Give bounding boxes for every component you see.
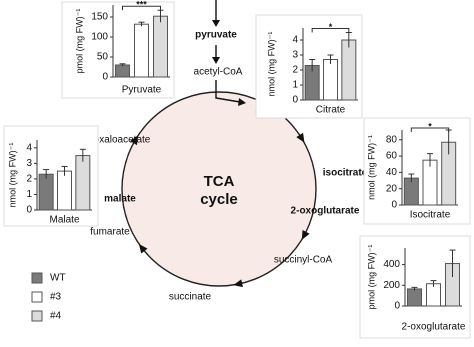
chart-title: 2-oxoglutarate — [402, 322, 466, 333]
y-tick-label: 0 — [102, 72, 108, 83]
significance-bracket — [311, 28, 350, 33]
bar — [341, 39, 357, 101]
y-tick-label: 0 — [394, 301, 400, 312]
significance-label: *** — [136, 0, 147, 10]
arrow — [215, 80, 241, 103]
significance-bracket — [122, 5, 161, 11]
y-tick-label: 400 — [383, 259, 400, 270]
y-tick-label: 80 — [386, 134, 398, 145]
metabolite-label: succinate — [169, 292, 212, 303]
bar — [323, 59, 338, 101]
arrowhead — [296, 132, 305, 143]
chart-title: Citrate — [316, 105, 346, 116]
y-axis-label: nmol (mg FW)⁻¹ — [7, 143, 17, 208]
y-tick-label: 4 — [292, 35, 298, 46]
bar — [38, 173, 54, 211]
y-tick-label: 0 — [292, 95, 298, 106]
y-tick-label: 2 — [26, 174, 32, 185]
significance-label: * — [428, 121, 432, 131]
y-axis-label: pmol (mg FW)⁻¹ — [366, 245, 376, 310]
metabolite-label: acetyl-CoA — [194, 67, 243, 78]
chart-title: Malate — [49, 215, 79, 226]
y-tick-label: 50 — [97, 52, 109, 63]
arrowhead — [301, 230, 310, 240]
y-tick-label: 150 — [91, 12, 108, 23]
metabolite-label: malate — [104, 194, 136, 205]
y-axis-label: nmol (mg FW)⁻¹ — [366, 135, 376, 200]
y-tick-label: 60 — [386, 151, 398, 162]
bar — [407, 288, 422, 307]
y-tick-label: 4 — [26, 142, 32, 153]
arrowhead — [212, 57, 220, 64]
y-tick-label: 2 — [292, 65, 298, 76]
bar — [426, 283, 441, 307]
metabolite-label: isocitrate — [323, 168, 368, 179]
y-tick-label: 40 — [386, 167, 398, 178]
significance-label: * — [329, 22, 333, 32]
cycle-circle — [121, 91, 317, 287]
y-tick-label: 1 — [292, 80, 298, 91]
metabolite-label: succinyl-CoA — [274, 255, 333, 266]
y-tick-label: 3 — [26, 158, 32, 169]
y-tick-label: 0 — [391, 200, 397, 211]
y-axis-label: pmol (mg FW)⁻¹ — [74, 9, 84, 74]
arrowhead — [233, 279, 243, 288]
y-tick-label: 100 — [91, 32, 108, 43]
legend-swatch — [31, 310, 43, 322]
arrowhead — [212, 20, 220, 27]
y-tick-label: 3 — [292, 50, 298, 61]
significance-bracket — [410, 127, 450, 132]
y-tick-label: 1 — [26, 189, 32, 200]
bar — [153, 15, 168, 78]
bar — [57, 170, 72, 211]
chart-title: Pyruvate — [122, 85, 162, 96]
legend-label: #3 — [50, 292, 62, 303]
metabolite-label: pyruvate — [195, 30, 237, 41]
metabolite-label: 2-oxoglutarate — [291, 206, 360, 217]
y-tick-label: 200 — [383, 280, 400, 291]
metabolite-label: fumarate — [90, 227, 130, 238]
arrowhead — [138, 243, 148, 254]
legend-label: WT — [50, 273, 66, 284]
bar — [134, 23, 149, 78]
legend-swatch — [31, 291, 43, 303]
bar — [75, 155, 91, 211]
legend-label: #4 — [50, 311, 62, 322]
legend-swatch — [31, 272, 43, 284]
y-tick-label: 0 — [26, 205, 32, 216]
metabolite-label: oxaloacetate — [94, 135, 151, 146]
arrowhead — [130, 135, 138, 146]
y-axis-label: nmol (mg FW)⁻¹ — [266, 32, 276, 97]
bar — [422, 159, 438, 206]
y-tick-label: 20 — [386, 183, 398, 194]
chart-title: Isocitrate — [410, 210, 451, 221]
center-label: TCA — [204, 173, 235, 190]
arrowhead — [238, 98, 246, 106]
center-label: cycle — [200, 191, 238, 208]
bar — [115, 64, 130, 78]
